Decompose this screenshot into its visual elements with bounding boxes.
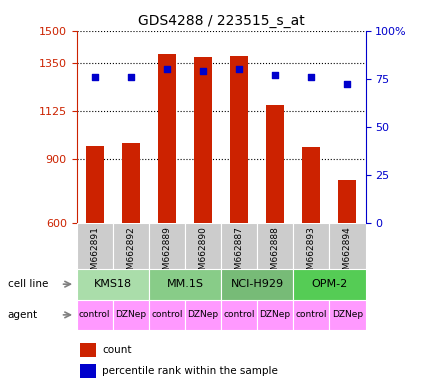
Bar [194,57,212,223]
Bar [85,146,104,223]
Bar [293,269,366,300]
Text: GSM662887: GSM662887 [235,227,244,281]
Text: GSM662894: GSM662894 [343,227,352,281]
Text: control: control [295,310,327,319]
Text: KMS18: KMS18 [94,279,132,289]
Text: GSM662892: GSM662892 [126,227,135,281]
Text: DZNep: DZNep [187,310,218,319]
Point [344,81,351,88]
Bar [185,223,221,269]
Bar [79,343,96,356]
Bar [122,143,140,223]
Bar [76,223,113,269]
Text: cell line: cell line [8,279,48,289]
Bar [221,300,257,330]
Text: percentile rank within the sample: percentile rank within the sample [102,366,278,376]
Bar [158,54,176,223]
Bar [76,300,113,330]
Text: GSM662891: GSM662891 [90,227,99,281]
Bar [338,180,357,223]
Text: GSM662890: GSM662890 [198,227,207,281]
Bar [221,223,257,269]
Point [163,66,170,72]
Point [235,66,242,72]
Text: agent: agent [8,310,38,320]
Text: GSM662888: GSM662888 [271,227,280,281]
Text: GSM662893: GSM662893 [307,227,316,281]
Bar [329,300,366,330]
Bar [302,147,320,223]
Bar [293,223,329,269]
Bar [221,269,293,300]
Text: DZNep: DZNep [332,310,363,319]
Bar [113,223,149,269]
Text: control: control [79,310,110,319]
Title: GDS4288 / 223515_s_at: GDS4288 / 223515_s_at [138,14,304,28]
Point [200,68,207,74]
Bar [113,300,149,330]
Point [308,74,314,80]
Bar [257,223,293,269]
Bar [79,364,96,378]
Bar [185,300,221,330]
Point [91,74,98,80]
Text: DZNep: DZNep [260,310,291,319]
Bar [329,223,366,269]
Text: control: control [151,310,183,319]
Bar [76,269,149,300]
Bar [149,223,185,269]
Bar [230,56,248,223]
Text: NCI-H929: NCI-H929 [230,279,284,289]
Bar [149,300,185,330]
Text: MM.1S: MM.1S [166,279,204,289]
Bar [266,105,284,223]
Text: GSM662889: GSM662889 [162,227,171,281]
Bar [257,300,293,330]
Text: DZNep: DZNep [115,310,146,319]
Point [128,74,134,80]
Bar [293,300,329,330]
Bar [149,269,221,300]
Text: count: count [102,344,131,354]
Text: control: control [223,310,255,319]
Point [272,72,279,78]
Text: OPM-2: OPM-2 [311,279,348,289]
